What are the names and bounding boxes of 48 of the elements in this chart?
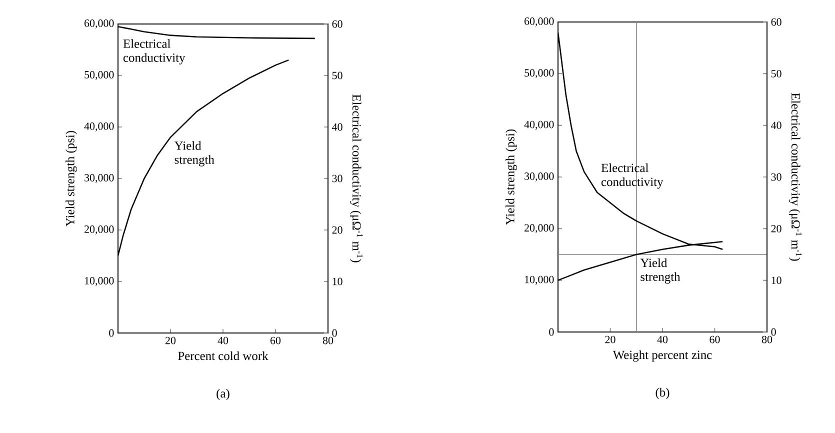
y-tick-label: 0	[549, 328, 554, 336]
x-tick-label: 80	[322, 336, 334, 344]
y2-tick-label: 10	[772, 276, 782, 284]
y2-tick-label: 50	[332, 72, 342, 80]
y2-tick-label: 20	[332, 226, 342, 234]
y2-tick-label: 0	[332, 329, 337, 337]
y-tick-label: 50,000	[84, 71, 114, 80]
series-label: Electrical conductivity	[601, 163, 664, 189]
text: (b)	[656, 388, 670, 400]
y-tick-label: 20,000	[84, 226, 114, 234]
x-tick-label: 20	[605, 336, 616, 344]
y2-tick-label: 60	[771, 18, 782, 26]
y-tick-label: 50,000	[524, 69, 554, 78]
x-tick-label: 40	[218, 336, 228, 344]
y2-tick-label: 40	[332, 123, 342, 131]
y2-axis-title: Electrical conductivity (μΩ$^{-1}$ m$^{-1}$)	[788, 92, 802, 261]
y2-tick-label: 60	[332, 20, 342, 28]
x-tick-label: 60	[270, 336, 281, 344]
y-tick-label: 40,000	[524, 120, 554, 130]
y2-axis-title: Electrical conductivity (μΩ$^{-1}$ m$^{-1}$)	[350, 94, 363, 262]
y-tick-label: 40,000	[84, 122, 114, 132]
series-label: Yield strength	[640, 258, 680, 284]
x-tick-label: 80	[762, 336, 772, 344]
y2-tick-label: 10	[332, 278, 342, 286]
y-axis-title: Yield strength (psi)	[66, 130, 77, 226]
y-tick-label: 10,000	[85, 277, 114, 286]
y-tick-label: 0	[109, 329, 114, 337]
y2-tick-label: 40	[771, 122, 782, 130]
x-tick-label: 20	[166, 336, 176, 344]
y2-tick-label: 30	[771, 173, 782, 181]
y-tick-label: 60,000	[524, 18, 554, 26]
x-tick-label: 40	[657, 336, 668, 344]
y-tick-label: 20,000	[524, 224, 554, 234]
y-tick-label: 30,000	[524, 172, 554, 182]
x-axis-title: Weight percent zinc	[612, 350, 712, 362]
y-tick-label: 30,000	[84, 174, 114, 183]
series-label: Yield strength	[174, 141, 214, 166]
text: (a)	[216, 388, 230, 400]
y2-tick-label: 0	[771, 328, 776, 336]
x-tick-label: 60	[710, 336, 720, 344]
y-tick-label: 10,000	[525, 276, 554, 285]
y-axis-title: Yield strength (psi)	[506, 129, 517, 225]
y-tick-label: 60,000	[84, 20, 114, 28]
series-label: Electrical conductivity	[123, 39, 186, 64]
x-axis-title: Percent cold work	[178, 351, 268, 360]
y2-tick-label: 50	[771, 70, 782, 78]
y2-tick-label: 30	[332, 174, 342, 182]
y2-tick-label: 20	[771, 224, 782, 232]
